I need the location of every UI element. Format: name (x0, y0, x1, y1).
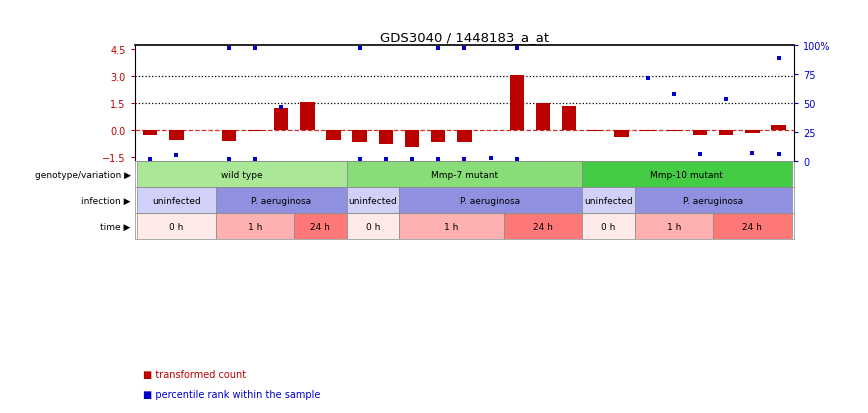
Bar (713, 214, 792, 240)
Text: 1 h: 1 h (444, 222, 458, 231)
Bar (169, 131, 184, 140)
Bar (215, 214, 294, 240)
Point (510, 46, 523, 52)
Bar (635, 188, 792, 214)
Point (746, 150, 760, 157)
Bar (274, 109, 288, 131)
Bar (326, 131, 340, 140)
Bar (582, 162, 792, 188)
Bar (378, 131, 393, 145)
Bar (399, 188, 582, 214)
Point (222, 156, 236, 162)
Bar (404, 131, 419, 147)
Text: 24 h: 24 h (311, 222, 331, 231)
Text: P. aeruginosa: P. aeruginosa (461, 196, 521, 205)
Text: ■ percentile rank within the sample: ■ percentile rank within the sample (143, 389, 320, 399)
Bar (431, 131, 445, 142)
Text: time ▶: time ▶ (100, 222, 130, 231)
Text: P. aeruginosa: P. aeruginosa (251, 196, 312, 205)
Bar (536, 104, 550, 131)
Point (352, 156, 366, 162)
Point (274, 104, 288, 111)
Text: 0 h: 0 h (365, 222, 380, 231)
Bar (346, 214, 399, 240)
Point (143, 156, 157, 162)
Bar (352, 131, 367, 142)
Point (483, 155, 497, 161)
Point (510, 156, 523, 162)
Point (431, 156, 445, 162)
Bar (745, 131, 760, 134)
Bar (137, 214, 215, 240)
Text: 1 h: 1 h (667, 222, 681, 231)
Point (222, 46, 236, 52)
Bar (510, 76, 524, 131)
Bar (399, 214, 503, 240)
Bar (635, 214, 713, 240)
Title: GDS3040 / 1448183_a_at: GDS3040 / 1448183_a_at (380, 31, 549, 44)
Bar (615, 131, 628, 138)
Bar (300, 103, 314, 131)
Text: uninfected: uninfected (584, 196, 633, 205)
Point (720, 97, 733, 103)
Bar (294, 214, 346, 240)
Text: wild type: wild type (221, 170, 263, 179)
Bar (582, 188, 635, 214)
Point (641, 75, 654, 82)
Text: infection ▶: infection ▶ (81, 196, 130, 205)
Bar (143, 131, 157, 136)
Text: 0 h: 0 h (602, 222, 615, 231)
Point (667, 91, 681, 98)
Text: uninfected: uninfected (152, 196, 201, 205)
Text: ■ transformed count: ■ transformed count (143, 369, 247, 379)
Text: P. aeruginosa: P. aeruginosa (683, 196, 743, 205)
Bar (582, 214, 635, 240)
Point (693, 152, 707, 158)
Bar (719, 131, 733, 136)
Point (352, 46, 366, 52)
Point (405, 156, 419, 162)
Bar (346, 162, 582, 188)
Text: Mmp-7 mutant: Mmp-7 mutant (431, 170, 498, 179)
Point (248, 156, 262, 162)
Point (248, 46, 262, 52)
Point (379, 156, 393, 162)
Point (457, 156, 471, 162)
Bar (772, 126, 786, 131)
Bar (562, 107, 576, 131)
Text: 24 h: 24 h (742, 222, 762, 231)
Text: 0 h: 0 h (169, 222, 184, 231)
Bar (137, 188, 215, 214)
Bar (503, 214, 582, 240)
Point (457, 46, 471, 52)
Text: Mmp-10 mutant: Mmp-10 mutant (650, 170, 723, 179)
Point (431, 46, 445, 52)
Bar (693, 131, 707, 136)
Bar (221, 131, 236, 141)
Bar (137, 162, 346, 188)
Bar (457, 131, 471, 143)
Text: 1 h: 1 h (247, 222, 262, 231)
Point (169, 152, 183, 159)
Bar (215, 188, 346, 214)
Point (772, 56, 786, 62)
Text: genotype/variation ▶: genotype/variation ▶ (35, 170, 130, 179)
Text: 24 h: 24 h (533, 222, 553, 231)
Point (772, 152, 786, 158)
Bar (346, 188, 399, 214)
Text: uninfected: uninfected (348, 196, 398, 205)
